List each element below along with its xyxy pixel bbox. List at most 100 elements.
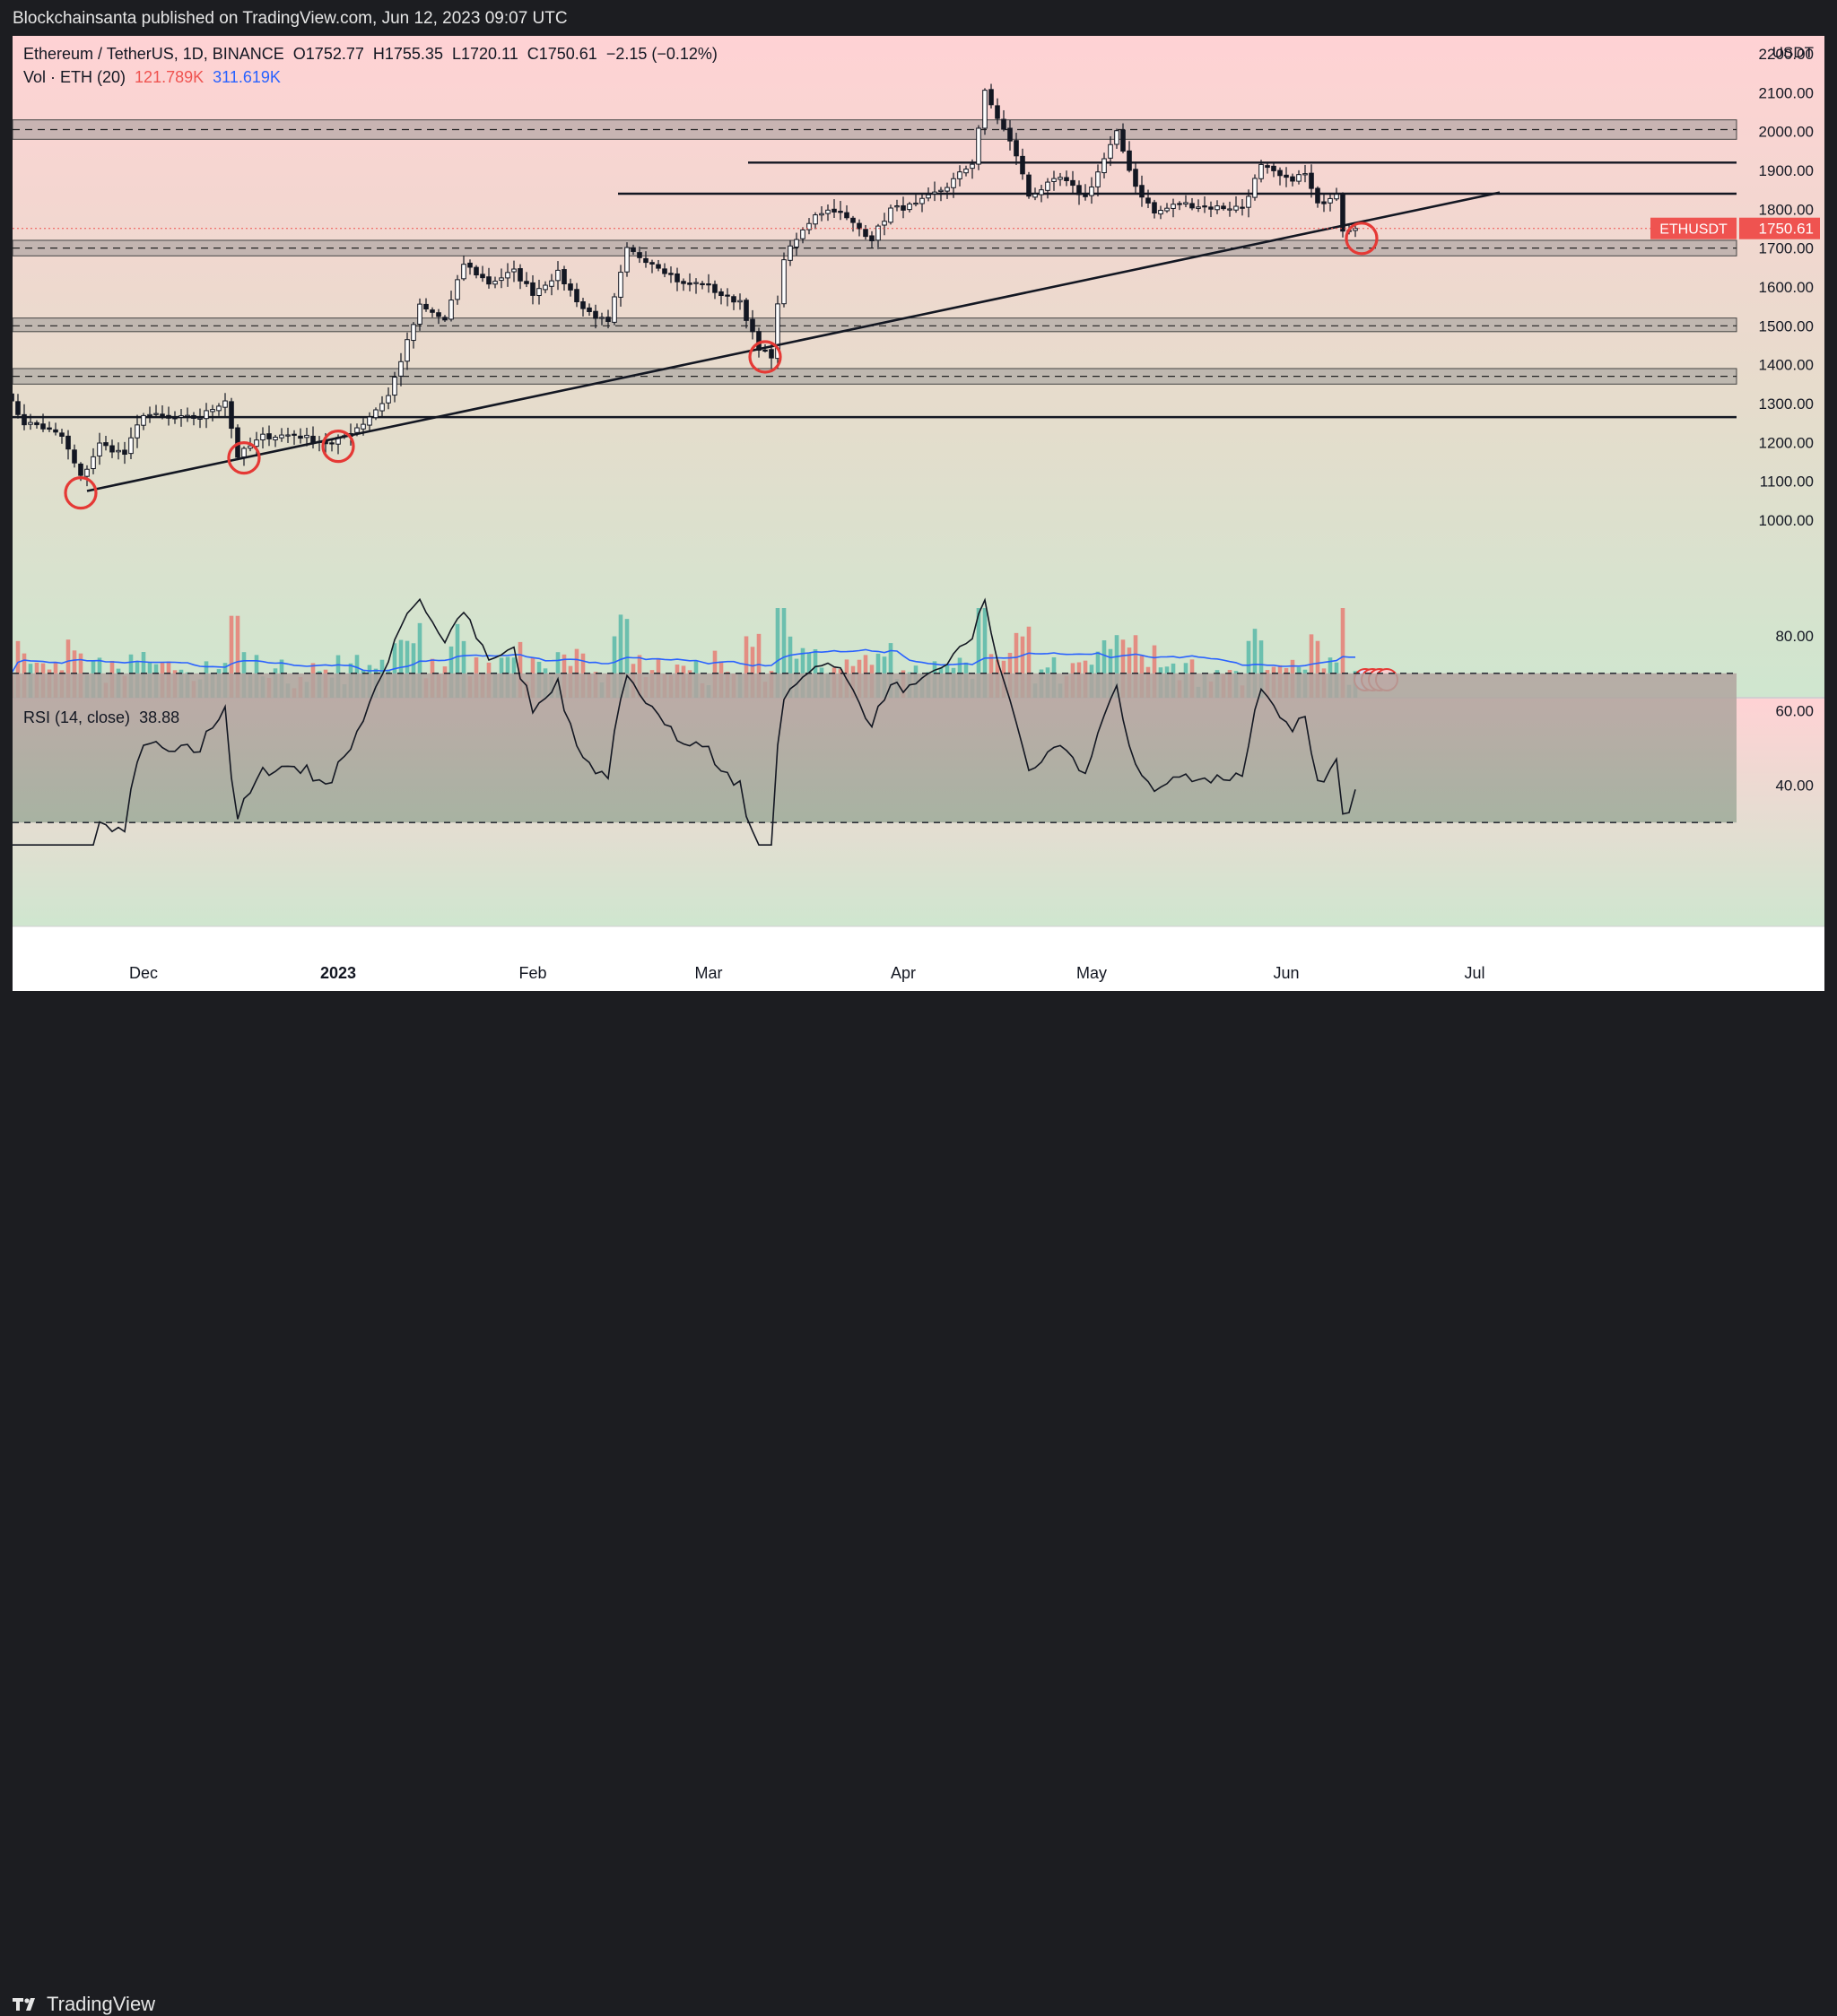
volume-bar-120 xyxy=(756,633,762,698)
tradingview-logo[interactable]: TradingView xyxy=(13,1993,155,2016)
candle-body-158 xyxy=(995,105,1000,119)
candle-body-32 xyxy=(204,410,209,420)
candle-body-34 xyxy=(216,405,222,412)
candle-body-13 xyxy=(84,468,90,477)
time-axis-background xyxy=(13,926,1824,991)
candle-body-113 xyxy=(712,283,718,293)
candle-body-193 xyxy=(1215,205,1220,211)
candle-body-27 xyxy=(172,417,178,420)
rsi-line xyxy=(13,597,1737,847)
candle-body-88 xyxy=(555,269,561,282)
price-tick-label-8: 1800.00 xyxy=(1759,201,1814,218)
candle-body-134 xyxy=(844,212,849,219)
candle-body-41 xyxy=(260,433,266,441)
candle-body-164 xyxy=(1032,193,1038,198)
volume-ma-line xyxy=(13,648,1355,673)
candle-body-20 xyxy=(128,437,134,455)
candle-body-168 xyxy=(1058,177,1063,180)
volume-bar-156 xyxy=(982,608,988,698)
candle-body-184 xyxy=(1158,210,1163,215)
time-tick-label-5: May xyxy=(1076,964,1107,982)
candle-body-11 xyxy=(72,449,77,464)
candle-body-91 xyxy=(574,289,579,303)
candle-body-90 xyxy=(568,283,573,291)
rsi-label: RSI (14, close) xyxy=(23,708,131,726)
candles xyxy=(13,83,1358,487)
volume-bar-118 xyxy=(744,636,749,698)
candle-body-10 xyxy=(65,435,71,450)
candle-body-93 xyxy=(587,307,592,313)
candle-body-203 xyxy=(1277,169,1283,177)
candle-body-196 xyxy=(1233,205,1239,211)
candle-body-142 xyxy=(894,205,900,208)
candle-body-146 xyxy=(919,197,925,204)
candle-body-28 xyxy=(178,415,184,418)
candle-body-97 xyxy=(612,296,617,323)
candle-body-4 xyxy=(28,421,33,425)
candle-body-132 xyxy=(831,208,837,213)
candle-body-190 xyxy=(1196,206,1201,209)
candle-body-124 xyxy=(781,259,787,305)
volume-bar-99 xyxy=(624,619,630,698)
candle-body-199 xyxy=(1252,178,1258,198)
rsi-tick-label-0: 40.00 xyxy=(1775,778,1814,795)
candle-body-107 xyxy=(675,273,680,282)
candle-body-84 xyxy=(530,282,535,296)
volume-bar-125 xyxy=(788,636,793,698)
candle-body-149 xyxy=(938,189,944,193)
candle-body-139 xyxy=(875,225,881,241)
volume-bar-64 xyxy=(405,640,410,698)
volume-bar-119 xyxy=(750,647,755,698)
candle-body-115 xyxy=(725,294,730,297)
candle-body-18 xyxy=(116,449,121,453)
candle-body-180 xyxy=(1133,169,1138,187)
candle-body-2 xyxy=(15,401,21,415)
candle-body-57 xyxy=(361,423,366,430)
candle-body-138 xyxy=(869,235,875,242)
volume-ma xyxy=(13,648,1355,673)
ohlc-close: C1750.61 xyxy=(527,45,597,63)
candle-body-39 xyxy=(248,445,253,449)
volume-bar-177 xyxy=(1114,635,1119,698)
candle-body-79 xyxy=(499,277,504,282)
candle-body-81 xyxy=(511,268,517,273)
zone-0 xyxy=(13,119,1737,140)
candle-body-68 xyxy=(430,309,435,313)
candle-body-173 xyxy=(1089,187,1094,196)
candle-body-207 xyxy=(1302,173,1308,176)
candle-body-35 xyxy=(222,400,228,408)
chart-svg[interactable]: USDT 1000.00 1100.00 1200.00 1300.00 1400.00 1… xyxy=(13,36,1824,991)
candle-body-8 xyxy=(53,429,58,433)
publisher-line: Blockchainsanta published on TradingView… xyxy=(13,9,568,28)
candle-body-30 xyxy=(191,414,196,419)
chart-panel[interactable]: USDT 1000.00 1100.00 1200.00 1300.00 1400.00 1… xyxy=(13,36,1824,991)
candle-body-143 xyxy=(901,204,906,211)
candle-body-69 xyxy=(436,312,441,317)
candle-body-120 xyxy=(756,331,762,352)
candle-body-49 xyxy=(310,435,316,443)
candle-body-114 xyxy=(718,291,724,297)
volume-bar-162 xyxy=(1020,636,1025,698)
time-tick-label-2: Feb xyxy=(518,964,546,982)
price-tick-label-7: 1700.00 xyxy=(1759,240,1814,257)
candle-body-145 xyxy=(913,202,918,205)
volume-bar-178 xyxy=(1120,639,1126,698)
candle-body-22 xyxy=(141,414,146,426)
candle-body-213 xyxy=(1340,194,1345,232)
candle-body-161 xyxy=(1014,140,1019,157)
candle-body-99 xyxy=(624,247,630,273)
volume-value: 121.789K xyxy=(135,68,205,86)
candle-body-189 xyxy=(1189,203,1195,209)
candle-body-121 xyxy=(762,349,768,352)
symbol-legend: Ethereum / TetherUS, 1D, BINANCE O1752.7… xyxy=(23,45,718,64)
time-tick-label-1: 2023 xyxy=(320,964,356,982)
volume-bar-73 xyxy=(461,640,466,698)
symbol-name: Ethereum / TetherUS, 1D, BINANCE xyxy=(23,45,284,63)
volume-bar-71 xyxy=(448,646,454,698)
price-tick-label-9: 1900.00 xyxy=(1759,162,1814,179)
price-change: −2.15 (−0.12%) xyxy=(605,45,718,63)
candle-body-177 xyxy=(1114,130,1119,145)
volume-bar-82 xyxy=(518,641,523,698)
candle-body-80 xyxy=(505,272,510,279)
candle-body-12 xyxy=(78,463,83,476)
